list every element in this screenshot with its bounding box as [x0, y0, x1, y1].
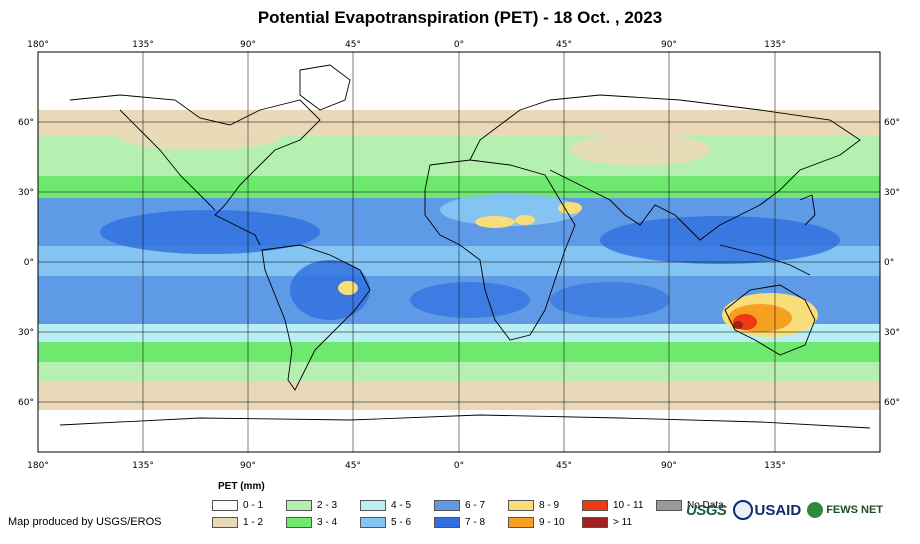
map-frame — [37, 51, 881, 453]
lon-label-bottom: 180° — [27, 461, 49, 471]
lat-label-right: 60° — [884, 118, 900, 128]
usgs-logo-text: USGS — [686, 501, 727, 519]
lon-label-top: 45° — [345, 40, 361, 50]
legend-item: 4 - 5 — [360, 498, 411, 512]
legend-label: 7 - 8 — [465, 516, 486, 528]
legend-label: 3 - 4 — [317, 516, 338, 528]
legend-swatch — [656, 499, 682, 511]
lon-label-top: 135° — [764, 40, 786, 50]
legend-item: 6 - 7 — [434, 498, 485, 512]
legend-swatch — [508, 499, 534, 511]
usaid-logo: USAID — [732, 500, 802, 520]
lon-labels-top: 180° 135° 90° 45° 0° 45° 90° 135° — [27, 40, 786, 50]
lat-label-left: 60° — [18, 398, 34, 408]
legend-label: 5 - 6 — [391, 516, 412, 528]
lat-labels-left: 60° 30° 0° 30° 60° — [18, 118, 34, 408]
legend-label: 2 - 3 — [317, 499, 338, 511]
legend-swatch — [286, 499, 312, 511]
legend-title: PET (mm) — [218, 481, 265, 492]
legend-label: 6 - 7 — [465, 499, 486, 511]
legend-item: 5 - 6 — [360, 515, 411, 529]
legend-swatch — [434, 499, 460, 511]
legend-swatch — [360, 499, 386, 511]
lon-label-top: 90° — [661, 40, 677, 50]
lon-label-bottom: 45° — [345, 461, 361, 471]
legend-item: 3 - 4 — [286, 515, 337, 529]
legend-item: 2 - 3 — [286, 498, 337, 512]
legend-swatch — [212, 499, 238, 511]
lon-label-bottom: 90° — [661, 461, 677, 471]
usgs-logo: USGS — [686, 502, 727, 519]
lat-labels-right: 60° 30° 0° 30° 60° — [884, 118, 900, 408]
legend-swatch — [582, 499, 608, 511]
lon-label-bottom: 135° — [764, 461, 786, 471]
lat-label-left: 60° — [18, 118, 34, 128]
legend-label: > 11 — [613, 516, 632, 528]
legend-label: 0 - 1 — [243, 499, 264, 511]
lon-label-top: 0° — [454, 40, 464, 50]
lon-label-top: 90° — [240, 40, 256, 50]
fews-leaf-icon — [807, 502, 824, 518]
legend-swatch — [508, 516, 534, 528]
graticule — [38, 52, 880, 452]
lat-label-right: 0° — [884, 258, 894, 268]
lon-label-top: 180° — [27, 40, 49, 50]
legend-swatch — [434, 516, 460, 528]
lat-label-left: 30° — [18, 188, 34, 198]
lat-label-left: 30° — [18, 328, 34, 338]
lon-label-bottom: 90° — [240, 461, 256, 471]
lon-label-top: 135° — [132, 40, 154, 50]
credit-text: Map produced by USGS/EROS — [8, 516, 162, 528]
legend-label: 4 - 5 — [391, 499, 412, 511]
lat-label-right: 30° — [884, 188, 900, 198]
legend-label: 8 - 9 — [539, 499, 560, 511]
lat-label-right: 60° — [884, 398, 900, 408]
legend-label: 1 - 2 — [243, 516, 264, 528]
legend-item: 9 - 10 — [508, 515, 565, 529]
lon-labels-bottom: 180° 135° 90° 45° 0° 45° 90° 135° — [27, 461, 786, 471]
legend-swatch — [582, 516, 608, 528]
fews-logo-text: FEWS NET — [826, 504, 884, 516]
usaid-logo-text: USAID — [754, 501, 802, 519]
lon-label-bottom: 45° — [556, 461, 572, 471]
legend-item: 7 - 8 — [434, 515, 485, 529]
legend-item: > 11 — [582, 515, 632, 529]
legend-item: No Data — [656, 498, 724, 512]
legend-swatch — [286, 516, 312, 528]
fews-net-logo: FEWS NET — [807, 502, 883, 518]
legend-label: 10 - 11 — [613, 499, 644, 511]
map-title: Potential Evapotranspiration (PET) - 18 … — [257, 8, 663, 27]
legend-swatch — [360, 516, 386, 528]
legend-item: 8 - 9 — [508, 498, 559, 512]
legend-label: No Data — [687, 499, 724, 511]
usaid-seal-icon — [732, 500, 753, 520]
lat-label-left: 0° — [24, 258, 34, 268]
legend-item: 10 - 11 — [582, 498, 643, 512]
legend-label: 9 - 10 — [539, 516, 565, 528]
lon-label-bottom: 135° — [132, 461, 154, 471]
legend-item: 0 - 1 — [212, 498, 263, 512]
lon-label-top: 45° — [556, 40, 572, 50]
logo-bar: USGS USAID FEWS NET — [686, 500, 889, 520]
legend-swatch — [212, 516, 238, 528]
lat-label-right: 30° — [884, 328, 900, 338]
lon-label-bottom: 0° — [454, 461, 464, 471]
legend-item: 1 - 2 — [212, 515, 263, 529]
